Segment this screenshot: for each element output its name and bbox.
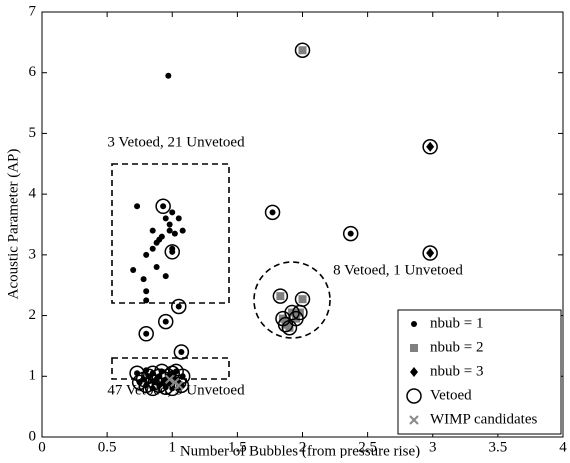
dot: [162, 215, 169, 222]
legend-marker: [410, 344, 418, 352]
x-tick-label: 2.5: [358, 439, 377, 455]
cross: [164, 374, 175, 385]
dot: [143, 288, 150, 295]
circle: [422, 139, 438, 155]
cross: [174, 380, 184, 391]
circle: [138, 326, 154, 342]
circle: [272, 288, 289, 304]
dot: [143, 251, 150, 258]
x-axis-label: Number of Bubbles (from pressure rise): [180, 443, 420, 458]
legend-label: nbub = 3: [430, 363, 483, 379]
circle: [294, 42, 311, 58]
y-tick-label: 2: [29, 307, 37, 323]
dot: [149, 227, 156, 234]
dot: [130, 267, 137, 274]
square: [285, 323, 294, 332]
dot: [169, 245, 176, 252]
circle: [157, 379, 174, 395]
x-tick-label: 0: [38, 439, 46, 455]
legend-marker: [406, 388, 422, 404]
circle: [292, 304, 308, 321]
x-tick-label: 4: [559, 439, 567, 455]
circle: [174, 368, 191, 385]
legend-marker: [411, 321, 417, 327]
circle: [173, 377, 190, 394]
x-tick-label: 0.5: [98, 439, 117, 455]
diamond: [426, 141, 435, 152]
circle: [164, 244, 180, 260]
dot: [153, 264, 160, 270]
diamond: [426, 248, 435, 259]
dot: [165, 72, 172, 79]
legend-label: nbub = 2: [430, 339, 483, 355]
square: [276, 292, 285, 301]
y-tick-label: 5: [29, 125, 37, 141]
y-tick-label: 4: [29, 186, 37, 202]
square: [298, 295, 307, 304]
x-tick-label: 2: [299, 439, 307, 455]
dot: [143, 330, 150, 337]
dot: [169, 209, 176, 216]
annotation: 8 Vetoed, 1 Unvetoed: [333, 262, 463, 278]
dot: [162, 273, 169, 280]
y-axis-label: Acoustic Parameter (AP): [5, 149, 21, 300]
circle: [155, 198, 171, 215]
legend-label: Vetoed: [430, 387, 472, 403]
dot: [347, 230, 354, 237]
dot: [269, 209, 276, 216]
dot: [160, 203, 167, 210]
circle: [264, 204, 281, 221]
circle: [342, 225, 359, 242]
circle: [157, 313, 174, 330]
dot: [175, 303, 182, 310]
circle: [422, 245, 438, 261]
dot: [166, 227, 173, 234]
x-tick-label: 1: [169, 439, 177, 455]
dot: [175, 215, 182, 222]
legend-label: nbub = 1: [430, 315, 483, 331]
dot: [149, 245, 156, 252]
dot: [158, 233, 165, 240]
region-box: [111, 163, 230, 304]
dot: [134, 203, 141, 210]
x-tick-label: 3: [429, 439, 437, 455]
square: [298, 46, 307, 55]
legend-label: WIMP candidates: [430, 411, 537, 427]
x-tick-label: 3.5: [489, 439, 508, 455]
dot: [143, 297, 150, 304]
region-box: [111, 357, 230, 380]
legend-marker: [409, 415, 419, 425]
y-tick-label: 6: [29, 64, 37, 80]
dot: [179, 227, 186, 234]
dot: [171, 230, 178, 237]
annotation: 3 Vetoed, 21 Unvetoed: [107, 134, 245, 150]
y-tick-label: 7: [29, 3, 37, 19]
dot: [166, 221, 173, 228]
y-tick-label: 1: [29, 368, 37, 384]
legend-marker: [410, 367, 418, 377]
dot: [153, 239, 160, 246]
y-tick-label: 0: [29, 428, 37, 444]
dot: [178, 349, 185, 355]
legend-box: [397, 309, 562, 435]
circle: [173, 344, 190, 360]
x-tick-label: 1.5: [228, 439, 247, 455]
region-circle: [253, 261, 331, 339]
dot: [162, 318, 169, 325]
dot: [140, 276, 147, 283]
circle: [171, 298, 187, 315]
y-tick-label: 3: [29, 246, 37, 262]
